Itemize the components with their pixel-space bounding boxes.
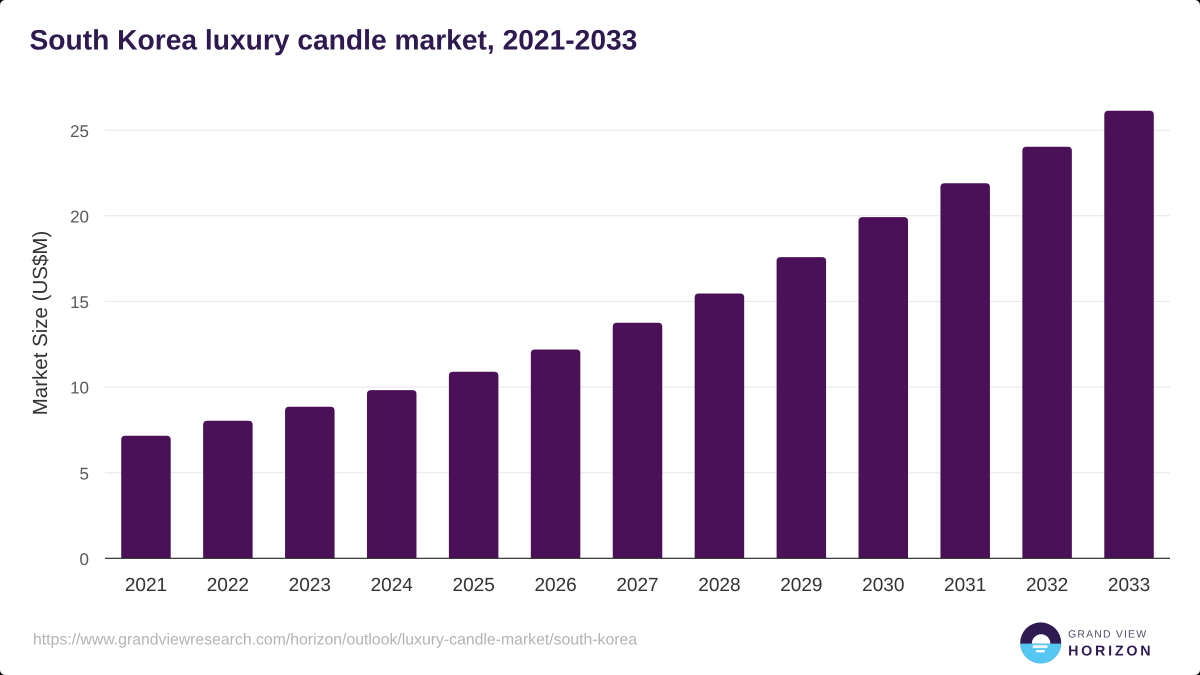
- svg-text:GRAND VIEW: GRAND VIEW: [1068, 628, 1147, 640]
- svg-text:2022: 2022: [207, 575, 249, 596]
- svg-text:2021: 2021: [125, 575, 167, 596]
- svg-text:2033: 2033: [1108, 575, 1150, 596]
- svg-text:0: 0: [80, 550, 89, 569]
- svg-text:HORIZON: HORIZON: [1068, 643, 1153, 659]
- svg-text:15: 15: [70, 293, 89, 312]
- svg-text:South Korea luxury candle mark: South Korea luxury candle market, 2021-2…: [30, 23, 638, 55]
- svg-text:25: 25: [70, 122, 89, 141]
- svg-text:Market Size (US$M): Market Size (US$M): [29, 231, 52, 416]
- svg-text:2023: 2023: [289, 575, 331, 596]
- svg-text:2029: 2029: [780, 575, 822, 596]
- svg-text:10: 10: [70, 379, 89, 398]
- svg-text:2026: 2026: [534, 575, 576, 596]
- svg-text:2027: 2027: [616, 575, 658, 596]
- svg-text:2025: 2025: [453, 575, 495, 596]
- svg-text:5: 5: [80, 464, 89, 483]
- svg-text:2024: 2024: [371, 575, 414, 596]
- svg-text:2028: 2028: [698, 575, 740, 596]
- svg-text:2030: 2030: [862, 575, 904, 596]
- svg-text:20: 20: [70, 207, 89, 226]
- svg-text:2031: 2031: [944, 575, 986, 596]
- svg-text:2032: 2032: [1026, 575, 1068, 596]
- svg-text:https://www.grandviewresearch.: https://www.grandviewresearch.com/horizo…: [33, 631, 637, 648]
